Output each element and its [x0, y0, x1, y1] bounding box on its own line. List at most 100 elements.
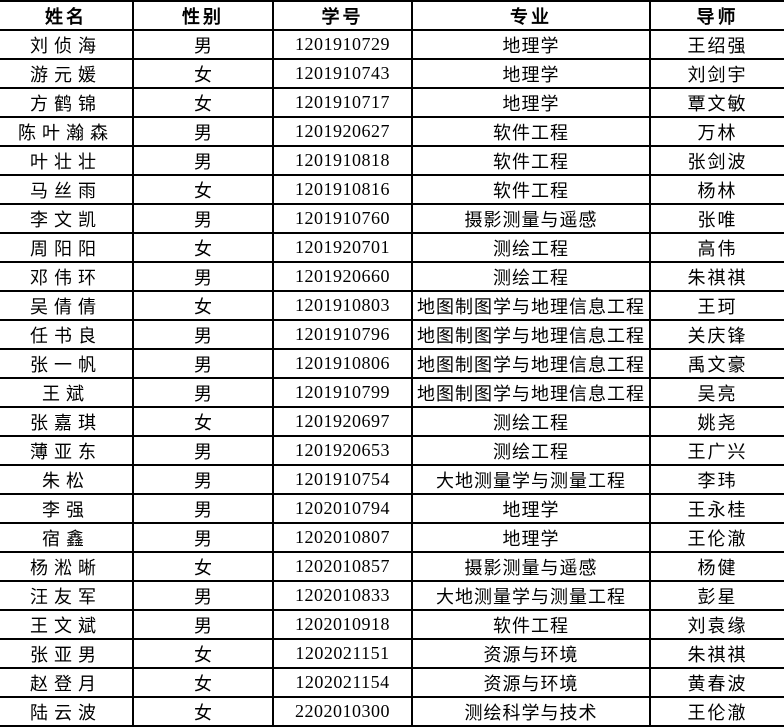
- cell-gender: 女: [132, 232, 274, 263]
- cell-advisor: 万林: [649, 116, 784, 147]
- cell-major: 地图制图学与地理信息工程: [411, 377, 651, 408]
- cell-name: 邓伟环: [0, 261, 134, 292]
- cell-advisor: 王伦澈: [649, 522, 784, 553]
- cell-advisor: 吴亮: [649, 377, 784, 408]
- cell-major: 地理学: [411, 493, 651, 524]
- table-row: 游元媛女 1201910743 地理学 刘剑宇: [0, 58, 784, 89]
- cell-gender: 男: [132, 609, 274, 640]
- cell-student-id: 1201920660: [272, 261, 413, 292]
- cell-student-id: 1201910743: [272, 58, 413, 89]
- cell-gender: 女: [132, 667, 274, 698]
- cell-student-id: 1201910754: [272, 464, 413, 495]
- cell-gender: 男: [132, 348, 274, 379]
- table-row: 周阳阳女 1201920701 测绘工程 高伟: [0, 232, 784, 263]
- cell-name: 杨淞晰: [0, 551, 134, 582]
- table-row: 李强男 1202010794 地理学 王永桂: [0, 493, 784, 524]
- cell-advisor: 杨健: [649, 551, 784, 582]
- cell-gender: 男: [132, 261, 274, 292]
- table-row: 杨淞晰女 1202010857 摄影测量与遥感 杨健: [0, 551, 784, 582]
- cell-major: 摄影测量与遥感: [411, 551, 651, 582]
- table-row: 陈叶瀚森男 1201920627 软件工程 万林: [0, 116, 784, 147]
- column-header-student-id: 学号: [272, 0, 413, 31]
- cell-advisor: 李玮: [649, 464, 784, 495]
- table-row: 吴倩倩女 1201910803 地图制图学与地理信息工程 王珂: [0, 290, 784, 321]
- cell-student-id: 1201910717: [272, 87, 413, 118]
- cell-major: 测绘工程: [411, 232, 651, 263]
- cell-name: 周阳阳: [0, 232, 134, 263]
- cell-advisor: 朱祺祺: [649, 638, 784, 669]
- cell-advisor: 王永桂: [649, 493, 784, 524]
- cell-major: 摄影测量与遥感: [411, 203, 651, 234]
- cell-name: 赵登月: [0, 667, 134, 698]
- cell-advisor: 王广兴: [649, 435, 784, 466]
- cell-student-id: 1202021151: [272, 638, 413, 669]
- cell-gender: 男: [132, 116, 274, 147]
- cell-advisor: 覃文敏: [649, 87, 784, 118]
- table-row: 张亚男女 1202021151 资源与环境 朱祺祺: [0, 638, 784, 669]
- cell-major: 大地测量学与测量工程: [411, 464, 651, 495]
- table-row: 邓伟环男 1201920660 测绘工程 朱祺祺: [0, 261, 784, 292]
- table-body: 刘侦海男 1201910729 地理学 王绍强 游元媛女 1201910743 地理学 刘剑宇…: [0, 29, 784, 727]
- column-header-gender: 性别: [132, 0, 274, 31]
- cell-gender: 女: [132, 638, 274, 669]
- cell-gender: 男: [132, 29, 274, 60]
- cell-major: 软件工程: [411, 116, 651, 147]
- cell-gender: 男: [132, 493, 274, 524]
- table-row: 方鹤锦女 1201910717 地理学 覃文敏: [0, 87, 784, 118]
- cell-advisor: 刘剑宇: [649, 58, 784, 89]
- cell-name: 朱松: [0, 464, 134, 495]
- cell-major: 地图制图学与地理信息工程: [411, 348, 651, 379]
- cell-gender: 男: [132, 319, 274, 350]
- cell-major: 软件工程: [411, 174, 651, 205]
- cell-student-id: 1202010833: [272, 580, 413, 611]
- table-row: 薄亚东男 1201920653 测绘工程 王广兴: [0, 435, 784, 466]
- cell-advisor: 禹文豪: [649, 348, 784, 379]
- column-header-major: 专业: [411, 0, 651, 31]
- table-row: 李文凯男 1201910760 摄影测量与遥感 张唯: [0, 203, 784, 234]
- table-row: 叶壮壮男 1201910818 软件工程 张剑波: [0, 145, 784, 176]
- cell-name: 陈叶瀚森: [0, 116, 134, 147]
- cell-advisor: 王伦澈: [649, 696, 784, 727]
- cell-name: 张一帆: [0, 348, 134, 379]
- cell-name: 吴倩倩: [0, 290, 134, 321]
- cell-student-id: 1201910760: [272, 203, 413, 234]
- cell-major: 地理学: [411, 29, 651, 60]
- cell-gender: 女: [132, 290, 274, 321]
- cell-major: 地理学: [411, 522, 651, 553]
- cell-name: 汪友军: [0, 580, 134, 611]
- cell-student-id: 1201910796: [272, 319, 413, 350]
- table-row: 任书良男 1201910796 地图制图学与地理信息工程 关庆锋: [0, 319, 784, 350]
- table-row: 张一帆男 1201910806 地图制图学与地理信息工程 禹文豪: [0, 348, 784, 379]
- cell-name: 王文斌: [0, 609, 134, 640]
- cell-gender: 女: [132, 58, 274, 89]
- cell-name: 游元媛: [0, 58, 134, 89]
- cell-name: 方鹤锦: [0, 87, 134, 118]
- cell-student-id: 1201910806: [272, 348, 413, 379]
- cell-advisor: 王绍强: [649, 29, 784, 60]
- cell-gender: 女: [132, 696, 274, 727]
- table-row: 宿鑫男 1202010807 地理学 王伦澈: [0, 522, 784, 553]
- table-row: 赵登月女 1202021154 资源与环境 黄春波: [0, 667, 784, 698]
- cell-name: 张嘉琪: [0, 406, 134, 437]
- cell-gender: 男: [132, 580, 274, 611]
- cell-name: 马丝雨: [0, 174, 134, 205]
- cell-major: 测绘工程: [411, 406, 651, 437]
- cell-advisor: 姚尧: [649, 406, 784, 437]
- cell-major: 测绘科学与技术: [411, 696, 651, 727]
- table-row: 刘侦海男 1201910729 地理学 王绍强: [0, 29, 784, 60]
- cell-gender: 男: [132, 435, 274, 466]
- cell-gender: 男: [132, 203, 274, 234]
- cell-gender: 女: [132, 551, 274, 582]
- cell-name: 宿鑫: [0, 522, 134, 553]
- table-row: 陆云波女 2202010300 测绘科学与技术 王伦澈: [0, 696, 784, 727]
- cell-gender: 男: [132, 377, 274, 408]
- cell-name: 叶壮壮: [0, 145, 134, 176]
- cell-student-id: 1201910818: [272, 145, 413, 176]
- cell-student-id: 1202010857: [272, 551, 413, 582]
- cell-advisor: 关庆锋: [649, 319, 784, 350]
- table-row: 汪友军男 1202010833 大地测量学与测量工程 彭星: [0, 580, 784, 611]
- cell-advisor: 杨林: [649, 174, 784, 205]
- column-header-name: 姓名: [0, 0, 134, 31]
- cell-name: 李强: [0, 493, 134, 524]
